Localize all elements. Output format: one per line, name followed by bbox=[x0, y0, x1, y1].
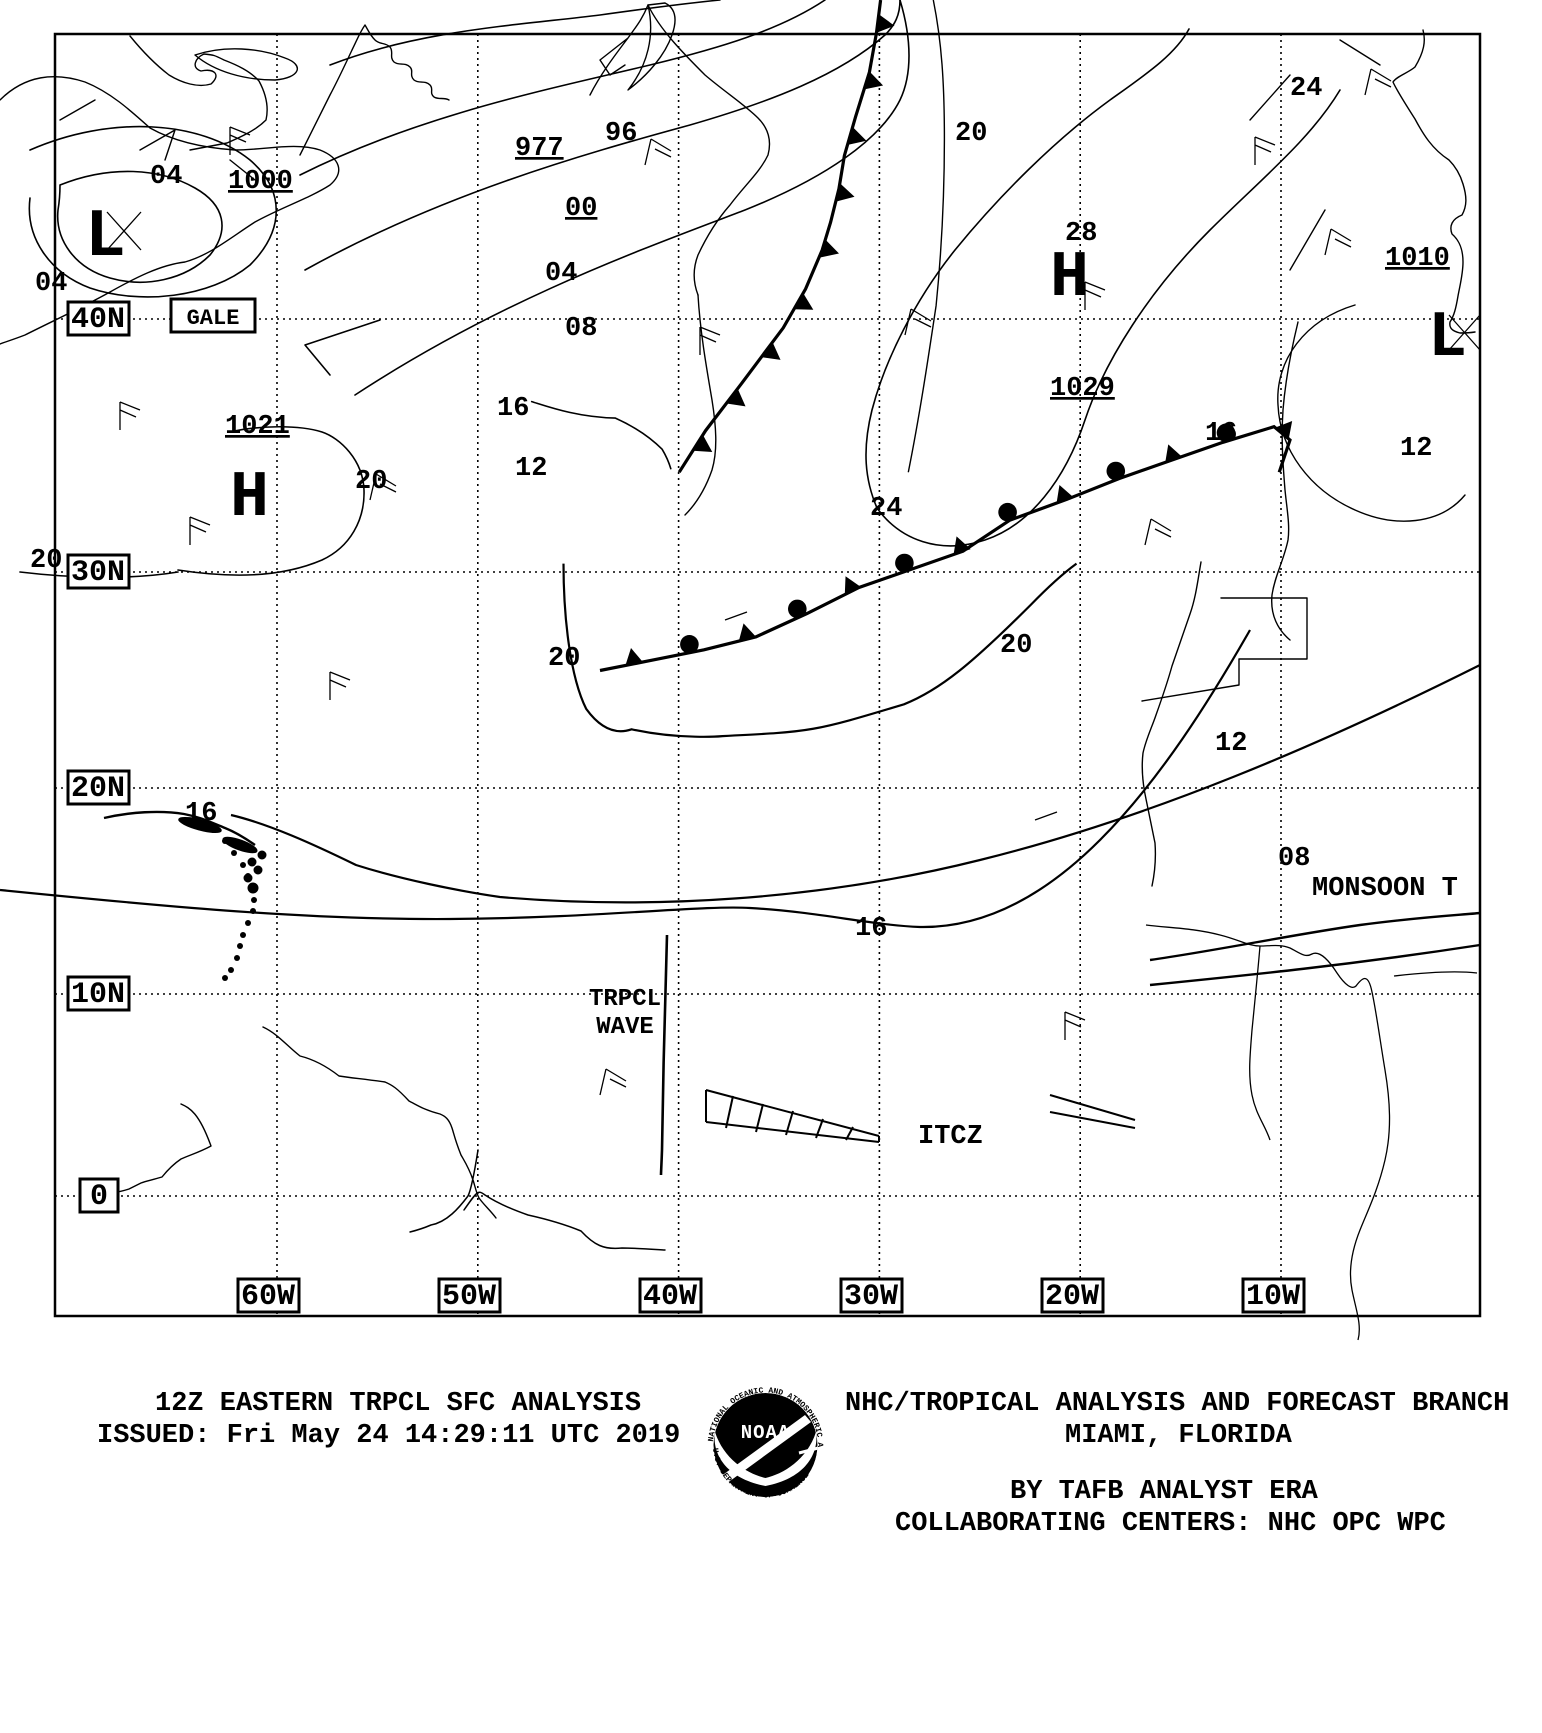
svg-text:08: 08 bbox=[1278, 844, 1310, 874]
svg-text:30N: 30N bbox=[71, 556, 125, 590]
svg-text:MIAMI, FLORIDA: MIAMI, FLORIDA bbox=[1065, 1421, 1293, 1451]
svg-text:20: 20 bbox=[1000, 631, 1032, 661]
svg-text:1010: 1010 bbox=[1385, 244, 1450, 274]
svg-text:TRPCL: TRPCL bbox=[589, 986, 661, 1013]
svg-text:50W: 50W bbox=[442, 1280, 496, 1314]
svg-text:MONSOON T: MONSOON T bbox=[1312, 874, 1458, 904]
svg-text:60W: 60W bbox=[241, 1280, 295, 1314]
svg-text:20: 20 bbox=[955, 119, 987, 149]
svg-text:00: 00 bbox=[565, 194, 597, 224]
svg-text:10W: 10W bbox=[1246, 1280, 1300, 1314]
svg-text:04: 04 bbox=[150, 162, 182, 192]
svg-text:12: 12 bbox=[1400, 434, 1432, 464]
svg-text:WAVE: WAVE bbox=[596, 1014, 654, 1041]
svg-text:NHC/TROPICAL ANALYSIS AND FORE: NHC/TROPICAL ANALYSIS AND FORECAST BRANC… bbox=[845, 1389, 1509, 1419]
svg-text:20: 20 bbox=[30, 546, 62, 576]
svg-text:28: 28 bbox=[1065, 219, 1097, 249]
svg-text:16: 16 bbox=[185, 799, 217, 829]
svg-text:H: H bbox=[1050, 241, 1089, 315]
svg-text:04: 04 bbox=[35, 269, 67, 299]
svg-text:16: 16 bbox=[497, 394, 529, 424]
svg-text:977: 977 bbox=[515, 134, 564, 164]
svg-text:1000: 1000 bbox=[228, 167, 293, 197]
svg-text:24: 24 bbox=[870, 494, 902, 524]
svg-text:10N: 10N bbox=[71, 978, 125, 1012]
svg-text:12: 12 bbox=[1215, 729, 1247, 759]
svg-text:16: 16 bbox=[855, 914, 887, 944]
svg-text:30W: 30W bbox=[844, 1280, 898, 1314]
svg-text:20W: 20W bbox=[1045, 1280, 1099, 1314]
svg-text:ITCZ: ITCZ bbox=[918, 1122, 983, 1152]
svg-text:40N: 40N bbox=[71, 303, 125, 337]
svg-text:08: 08 bbox=[565, 314, 597, 344]
svg-text:20: 20 bbox=[548, 644, 580, 674]
svg-text:ISSUED: Fri May 24 14:29:11 UT: ISSUED: Fri May 24 14:29:11 UTC 2019 bbox=[97, 1421, 680, 1451]
svg-text:NOAA: NOAA bbox=[741, 1422, 791, 1444]
svg-text:COLLABORATING CENTERS: NHC OP: COLLABORATING CENTERS: NHC OPC WPC bbox=[895, 1509, 1446, 1539]
svg-text:H: H bbox=[230, 461, 269, 535]
svg-text:GALE: GALE bbox=[187, 306, 240, 331]
svg-text:40W: 40W bbox=[643, 1280, 697, 1314]
svg-text:L: L bbox=[85, 199, 126, 276]
svg-text:04: 04 bbox=[545, 259, 577, 289]
svg-text:96: 96 bbox=[605, 119, 637, 149]
svg-text:L: L bbox=[1428, 301, 1467, 375]
svg-text:12Z EASTERN TRPCL SFC ANALYSIS: 12Z EASTERN TRPCL SFC ANALYSIS bbox=[155, 1389, 641, 1419]
svg-text:12: 12 bbox=[515, 454, 547, 484]
svg-text:24: 24 bbox=[1290, 74, 1322, 104]
svg-text:1029: 1029 bbox=[1050, 374, 1115, 404]
svg-text:BY TAFB ANALYST ERA: BY TAFB ANALYST ERA bbox=[1010, 1477, 1319, 1507]
svg-text:20N: 20N bbox=[71, 772, 125, 806]
svg-text:0: 0 bbox=[90, 1180, 108, 1214]
svg-text:1021: 1021 bbox=[225, 412, 290, 442]
